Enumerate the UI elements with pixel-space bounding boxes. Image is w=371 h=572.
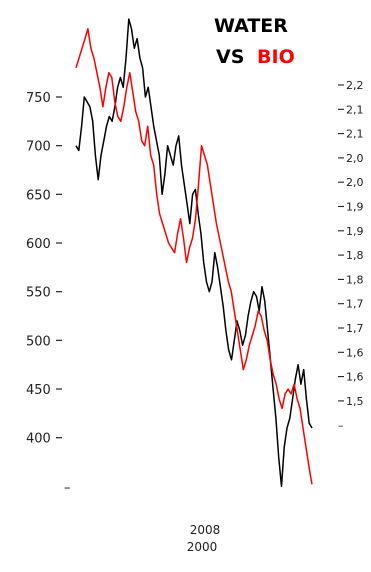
title-water: WATER xyxy=(214,15,288,37)
left-tick-label: 550 xyxy=(26,286,51,301)
right-tick-label: 2,0 xyxy=(346,152,364,165)
right-tick-label: 1,9 xyxy=(346,201,364,214)
right-tick-label: 1,6 xyxy=(346,346,364,359)
right-axis: 2,2 2,1 2,1 2,0 2,0 1,9 1,9 1,8 1,8 1,7 1,7 1,6 1,6 1… xyxy=(338,79,364,432)
left-tick-label: 400 xyxy=(26,432,51,447)
right-tick-label: 1,7 xyxy=(346,298,364,311)
series-line-black xyxy=(75,18,313,488)
right-tick-label: – xyxy=(338,419,344,432)
left-tick-label: – xyxy=(64,480,71,495)
left-tick-label: 750 xyxy=(26,91,51,106)
x-tick-label: 2008 xyxy=(190,523,221,537)
left-tick-label: 700 xyxy=(26,140,51,155)
left-tick-label: 600 xyxy=(26,237,51,252)
right-tick-label: 1,8 xyxy=(346,249,364,262)
left-axis: 750 700 650 600 550 500 450 400 – xyxy=(26,91,71,495)
right-tick-label: 2,1 xyxy=(346,128,364,141)
right-tick-label: 2,2 xyxy=(346,79,364,92)
left-tick-label: 450 xyxy=(26,383,51,398)
right-tick-label: 1,9 xyxy=(346,225,364,238)
title-vs-bio: VS BIO xyxy=(216,46,295,68)
title-bio: BIO xyxy=(257,46,295,68)
title-vs: VS xyxy=(216,46,244,68)
right-tick-label: 1,5 xyxy=(346,395,364,408)
right-tick-label: 1,6 xyxy=(346,371,364,384)
right-tick-label: 1,8 xyxy=(346,273,364,286)
series-line-red xyxy=(75,28,313,485)
plot-area xyxy=(75,18,313,488)
right-tick-label: 2,0 xyxy=(346,176,364,189)
left-tick-label: 650 xyxy=(26,188,51,203)
left-tick-label: 500 xyxy=(26,334,51,349)
right-tick-label: 1,7 xyxy=(346,322,364,335)
x-tick-label: 2000 xyxy=(187,540,218,554)
right-tick-label: 2,1 xyxy=(346,103,364,116)
